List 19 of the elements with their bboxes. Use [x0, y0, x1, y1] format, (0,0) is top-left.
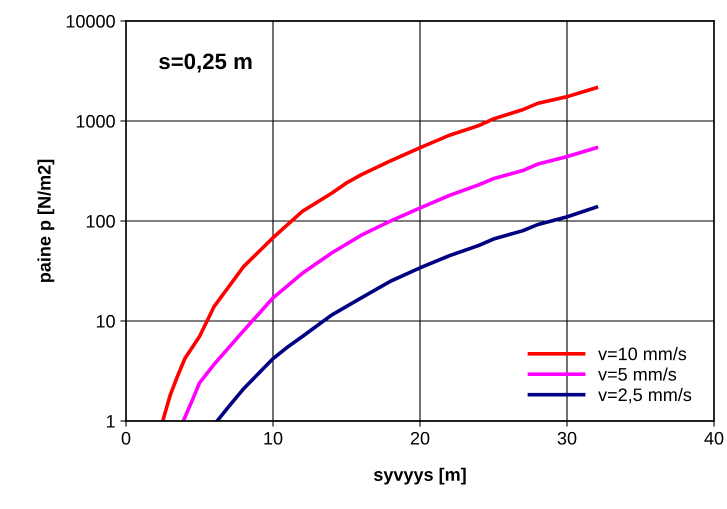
legend-label: v=2,5 mm/s — [598, 388, 692, 404]
y-tick-label: 100 — [86, 214, 115, 228]
line-series — [160, 86, 598, 421]
y-tick-label: 1000 — [76, 114, 115, 128]
x-axis-title: syvyys [m] — [374, 468, 466, 485]
x-tick-label: 0 — [122, 432, 130, 445]
x-tick-label: 20 — [410, 432, 430, 445]
x-tick-label: 30 — [558, 432, 576, 445]
x-tick-label: 10 — [264, 432, 282, 445]
legend-label: v=5 mm/s — [598, 367, 676, 381]
legend-label: v=10 mm/s — [598, 347, 686, 360]
y-axis-title: paine p [N/m2] — [37, 160, 54, 282]
y-tick-label: 10 — [96, 314, 115, 328]
line-series — [215, 205, 598, 421]
line-series — [182, 146, 598, 421]
y-tick-label: 1 — [106, 415, 115, 428]
x-tick-label: 40 — [704, 432, 724, 445]
annotation: s=0,25 m — [159, 53, 252, 72]
y-tick-label: 10000 — [66, 14, 115, 28]
